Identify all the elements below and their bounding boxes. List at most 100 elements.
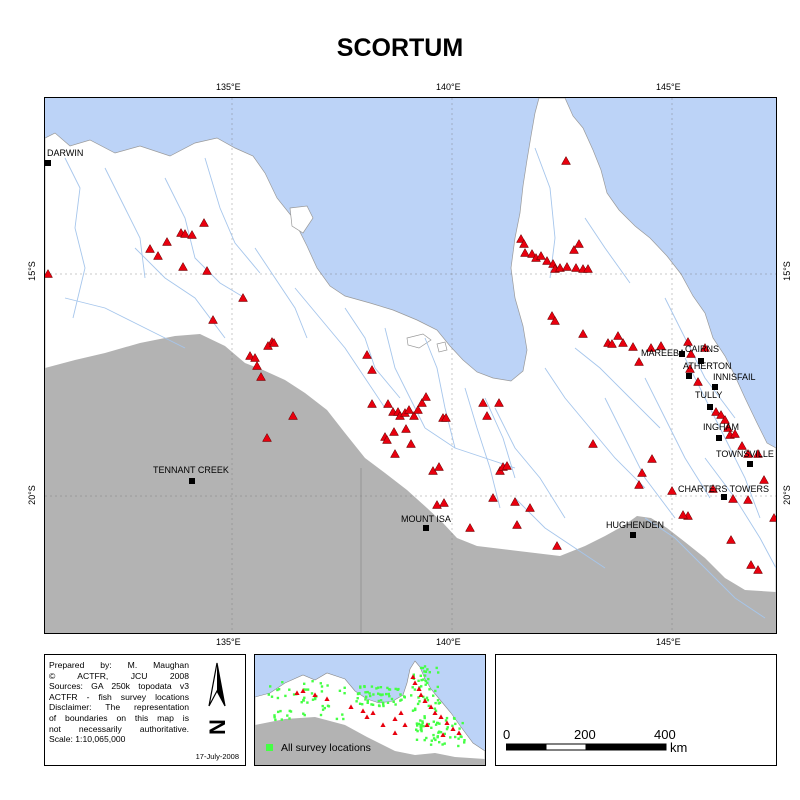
survey-dot [372,693,375,696]
survey-dot [438,701,442,704]
town-label: DARWIN [47,148,83,158]
survey-dot [304,688,308,691]
survey-dot [419,666,423,670]
map-panel[interactable]: DARWIN TENNANT CREEK MOUNT ISA HUGHENDEN MAR… [44,97,777,634]
record-triangle [746,559,756,569]
survey-dot [418,700,421,703]
survey-dot [420,685,423,688]
record-triangle [434,461,444,471]
town-label: TENNANT CREEK [153,465,229,475]
survey-dot [343,692,346,695]
survey-dot [437,671,440,674]
record-triangle [269,337,279,347]
survey-dot [445,727,449,731]
lat-label-left-20: 20°S [26,485,37,505]
survey-dot [382,703,385,706]
survey-dot [438,722,441,725]
survey-dot [423,674,427,677]
record-triangle [728,493,738,503]
river-line [104,167,146,279]
record-triangle [667,485,677,495]
survey-dot [338,689,342,692]
survey-dot [436,699,440,702]
survey-dot [311,698,315,701]
inset-map-canvas: All survey locations [255,655,485,765]
record-triangle [439,497,449,507]
inset-record-triangle [312,692,318,697]
survey-dot [426,668,429,671]
survey-dot [444,719,448,722]
inset-record-triangle [422,698,428,703]
lon-label-top-145: 145°E [656,82,681,92]
record-triangle [711,406,721,416]
survey-dot [370,703,373,706]
survey-dot [274,718,277,721]
survey-dot [366,701,369,704]
town-label: ATHERTON [683,361,732,371]
survey-dot [422,678,425,681]
survey-dot [419,728,422,731]
record-triangle [634,479,644,489]
info-line: Disclaimer: The representation [49,702,189,713]
map-title: SCORTUM [336,34,464,62]
inset-record-triangle [348,704,354,709]
inset-record-triangle [440,732,446,737]
legend-label: All survey locations [281,742,371,754]
survey-dot [420,724,423,728]
survey-dot [326,704,330,707]
survey-dot [377,699,380,703]
scale-label-400: 400 [654,727,676,742]
record-triangle [252,360,262,370]
town-marker-icon [423,525,429,531]
record-triangle [613,330,623,340]
survey-dot [428,688,431,691]
survey-dot [355,700,358,703]
inset-record-triangle [370,710,376,715]
lat-label-right-15: 15°S [781,261,792,281]
lat-label-left-15: 15°S [26,261,37,281]
town-label: HUGHENDEN [606,520,664,530]
inset-record-triangle [428,704,434,709]
survey-dot [387,692,390,696]
outside-region [45,334,776,633]
island-groote [289,205,314,234]
record-triangle [716,409,726,419]
survey-dot [437,702,440,705]
record-triangle [720,414,730,424]
north-letter: N [205,719,230,735]
survey-dot [302,698,305,702]
survey-dot [451,724,454,727]
survey-dot [319,713,323,717]
survey-dot [439,731,443,734]
record-triangle [145,243,155,253]
survey-dot [434,709,438,712]
survey-dot [424,680,427,683]
survey-dot [399,699,402,702]
town-marker-icon [716,435,722,441]
scale-bar-panel: 0 200 400 km [495,654,777,766]
inset-record-triangle [418,692,424,697]
river-line [64,297,186,349]
survey-dot [399,693,402,696]
inset-record-triangle [294,690,300,695]
record-triangle [583,263,593,273]
survey-dot [375,687,378,690]
record-triangle [187,229,197,239]
survey-dot [343,686,346,689]
record-triangle [488,492,498,502]
survey-dot [341,713,344,716]
survey-dot [426,681,429,685]
survey-dot [279,709,282,713]
record-triangle [199,217,209,227]
survey-dot [430,739,433,742]
town-marker-icon [189,478,195,484]
inset-record-triangle [456,730,462,735]
record-triangle [571,262,581,272]
river-line [534,147,556,279]
survey-dot [276,688,279,692]
survey-dot [366,690,369,694]
survey-dot [457,744,460,748]
survey-dot [423,738,426,742]
survey-dot [432,694,435,697]
survey-dot [356,692,360,696]
